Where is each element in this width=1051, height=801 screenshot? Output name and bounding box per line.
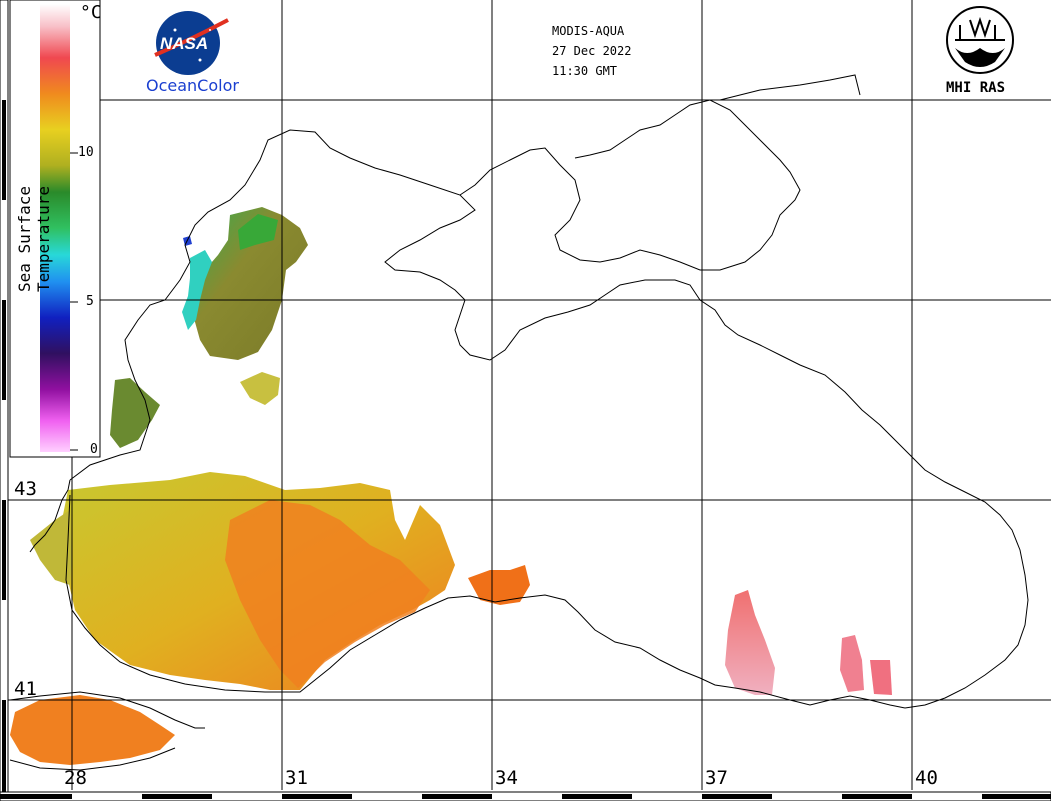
sst-patch-small bbox=[240, 372, 280, 405]
sst-data-layer bbox=[10, 207, 892, 765]
sst-patch-marmara bbox=[10, 695, 175, 765]
left-scale bbox=[0, 0, 9, 793]
colorbar-gradient bbox=[40, 4, 70, 452]
sst-patch-northwest bbox=[190, 207, 308, 360]
sst-patch-west-coast bbox=[30, 510, 72, 585]
sst-patch-green bbox=[238, 214, 278, 250]
colorbar-tick-10: 10 bbox=[78, 145, 94, 160]
lon-label-34: 34 bbox=[495, 767, 518, 789]
colorbar-unit: °C bbox=[80, 2, 102, 23]
header-satellite: MODIS-AQUA bbox=[552, 24, 625, 38]
lon-label-28: 28 bbox=[64, 767, 87, 789]
lat-label-41: 41 bbox=[14, 678, 37, 700]
lon-label-37: 37 bbox=[705, 767, 728, 789]
colorbar-tick-5: 5 bbox=[86, 294, 94, 309]
sst-patch-cyan bbox=[182, 250, 212, 330]
mhi-ras-logo bbox=[946, 6, 1014, 74]
colorbar-title: Sea Surface Temperature bbox=[15, 186, 53, 292]
sst-patch-hot-east2 bbox=[870, 660, 892, 695]
lat-label-43: 43 bbox=[14, 478, 37, 500]
lon-label-31: 31 bbox=[285, 767, 308, 789]
coastline bbox=[9, 74, 1029, 771]
sst-patch-hot bbox=[725, 590, 775, 695]
oceancolor-text: OceanColor bbox=[146, 76, 239, 95]
colorbar-tick-0: 0 bbox=[90, 442, 98, 457]
bottom-scale bbox=[0, 791, 1051, 801]
nasa-text: NASA bbox=[160, 34, 209, 53]
sst-patch-south-warm bbox=[225, 500, 430, 688]
mhi-ras-text: MHI RAS bbox=[946, 80, 1006, 96]
sst-patch-east-warm bbox=[468, 565, 530, 605]
header-date: 27 Dec 2022 bbox=[552, 44, 632, 58]
lon-label-40: 40 bbox=[915, 767, 938, 789]
nasa-logo bbox=[154, 11, 229, 75]
sst-patch-hot-east bbox=[840, 635, 864, 692]
colorbar-panel bbox=[9, 0, 101, 458]
header-time: 11:30 GMT bbox=[552, 64, 618, 78]
sst-patch-west bbox=[110, 378, 160, 448]
